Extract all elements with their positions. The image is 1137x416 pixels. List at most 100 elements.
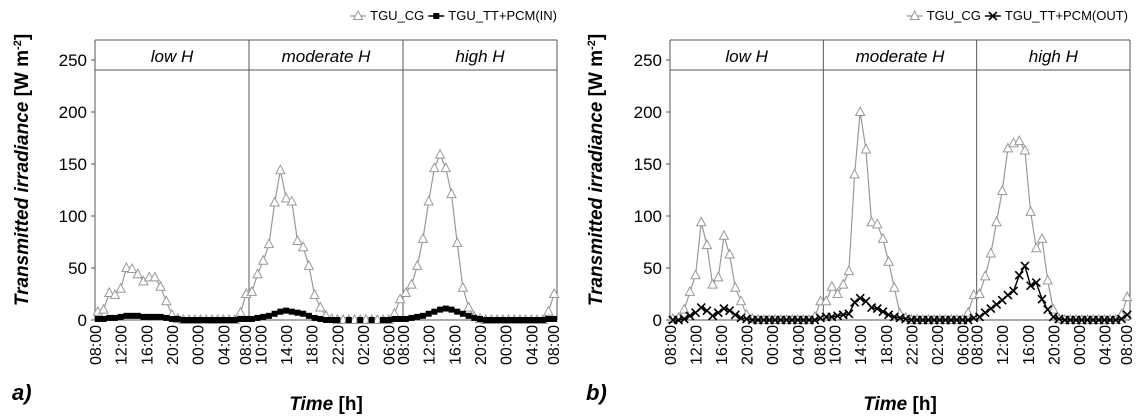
cross-marker bbox=[1014, 270, 1024, 280]
cross-marker bbox=[708, 311, 718, 321]
series-TGU_CG bbox=[92, 148, 560, 324]
triangle-marker bbox=[246, 285, 258, 296]
triangle-marker bbox=[877, 232, 889, 243]
x-tick-label: 04:00 bbox=[216, 325, 233, 365]
square-marker bbox=[539, 317, 546, 323]
y-axis-title-unit: [W m bbox=[586, 50, 607, 96]
square-marker bbox=[163, 314, 170, 321]
square-marker bbox=[380, 317, 387, 323]
x-tick-label: 20:00 bbox=[473, 325, 490, 365]
segment-label: low H bbox=[151, 47, 194, 66]
segment-label: high H bbox=[455, 47, 505, 66]
y-axis-title-exponent: -2 bbox=[586, 40, 598, 50]
triangle-marker bbox=[849, 168, 860, 179]
square-marker bbox=[471, 314, 478, 321]
triangle-marker bbox=[729, 281, 741, 292]
x-tick-label: 00:00 bbox=[765, 325, 782, 365]
square-marker bbox=[94, 315, 101, 322]
panel-letter: b) bbox=[586, 380, 607, 405]
cross-marker bbox=[986, 303, 996, 314]
triangle-marker bbox=[979, 270, 991, 281]
cross-marker bbox=[855, 293, 865, 303]
square-marker bbox=[174, 315, 181, 322]
triangle-marker bbox=[257, 254, 269, 265]
cross-marker bbox=[1037, 294, 1047, 304]
square-marker bbox=[248, 315, 255, 322]
x-tick-label: 02:00 bbox=[930, 325, 947, 365]
cross-marker bbox=[685, 311, 695, 321]
triangle-marker bbox=[263, 238, 275, 249]
x-tick-label: 12:00 bbox=[114, 325, 131, 365]
square-marker bbox=[482, 317, 489, 323]
square-marker bbox=[117, 313, 124, 320]
cross-marker bbox=[696, 302, 706, 313]
x-tick-label: 04:00 bbox=[791, 325, 808, 365]
x-tick-label: 22:00 bbox=[330, 325, 347, 365]
cross-marker bbox=[980, 308, 990, 318]
square-marker bbox=[265, 312, 272, 319]
square-marker bbox=[408, 314, 415, 321]
square-marker bbox=[134, 312, 141, 319]
series-line bbox=[251, 170, 401, 321]
square-marker bbox=[271, 310, 278, 317]
x-tick-label: 12:00 bbox=[995, 325, 1012, 365]
legend-label-series-2: TGU_TT+PCM(IN) bbox=[448, 8, 557, 23]
triangle-marker bbox=[724, 248, 735, 259]
x-tick-label: 06:00 bbox=[955, 325, 972, 365]
triangle-marker bbox=[297, 241, 309, 252]
square-marker bbox=[545, 315, 552, 322]
triangle-marker bbox=[1042, 274, 1053, 285]
triangle-marker bbox=[1030, 242, 1042, 253]
square-marker bbox=[505, 317, 512, 323]
chart-panel-b: low H08:00 12:00 16:00 20:00 00:00 04:00 08:00… bbox=[586, 8, 1136, 415]
cross-marker bbox=[963, 315, 973, 325]
triangle-marker bbox=[996, 184, 1008, 196]
y-axis-title-unit: [W m bbox=[12, 50, 33, 96]
triangle-marker bbox=[314, 301, 326, 312]
x-axis-title-main: Time bbox=[863, 394, 907, 415]
triangle-marker bbox=[690, 269, 701, 280]
square-marker bbox=[169, 315, 175, 322]
square-marker bbox=[499, 317, 506, 323]
y-axis-title-close: ] bbox=[12, 34, 33, 40]
triangle-marker bbox=[1002, 142, 1014, 153]
square-marker bbox=[328, 317, 335, 323]
cross-marker bbox=[1003, 290, 1013, 300]
cross-marker bbox=[878, 307, 888, 317]
square-marker bbox=[300, 310, 307, 317]
square-marker bbox=[277, 308, 284, 315]
triangle-marker bbox=[888, 281, 900, 292]
series-line bbox=[825, 111, 975, 321]
x-tick-label: 08:00 bbox=[663, 325, 680, 365]
x-tick-label: 18:00 bbox=[305, 325, 322, 365]
square-marker bbox=[208, 317, 215, 323]
triangle-marker bbox=[707, 278, 718, 289]
x-tick-label: 08:00 bbox=[1119, 325, 1136, 365]
series-TGU_TT+PCM(IN) bbox=[94, 305, 558, 323]
triangle-marker bbox=[121, 261, 132, 272]
segment-label: high H bbox=[1029, 47, 1079, 66]
triangle-marker bbox=[1025, 205, 1036, 216]
square-marker bbox=[197, 317, 204, 323]
square-marker bbox=[368, 317, 375, 323]
x-tick-label: 08:00 bbox=[238, 325, 255, 365]
x-axis-title-unit: [h] bbox=[907, 394, 937, 415]
x-tick-label: 16:00 bbox=[1021, 325, 1038, 365]
square-marker bbox=[231, 317, 238, 323]
square-marker bbox=[317, 315, 324, 322]
triangle-marker bbox=[991, 216, 1002, 227]
cross-marker bbox=[1020, 261, 1030, 271]
cross-marker bbox=[719, 303, 729, 314]
cross-marker bbox=[1048, 312, 1058, 322]
y-tick-label: 100 bbox=[59, 207, 87, 226]
square-marker bbox=[431, 308, 438, 315]
x-tick-label: 18:00 bbox=[879, 325, 896, 365]
x-tick-label: 20:00 bbox=[1046, 325, 1063, 365]
triangle-marker bbox=[252, 268, 263, 279]
x-tick-label: 22:00 bbox=[904, 325, 921, 365]
x-tick-label: 12:00 bbox=[689, 325, 706, 365]
triangle-marker bbox=[684, 285, 696, 296]
x-tick-label: 16:00 bbox=[139, 325, 156, 365]
square-marker bbox=[488, 317, 495, 323]
